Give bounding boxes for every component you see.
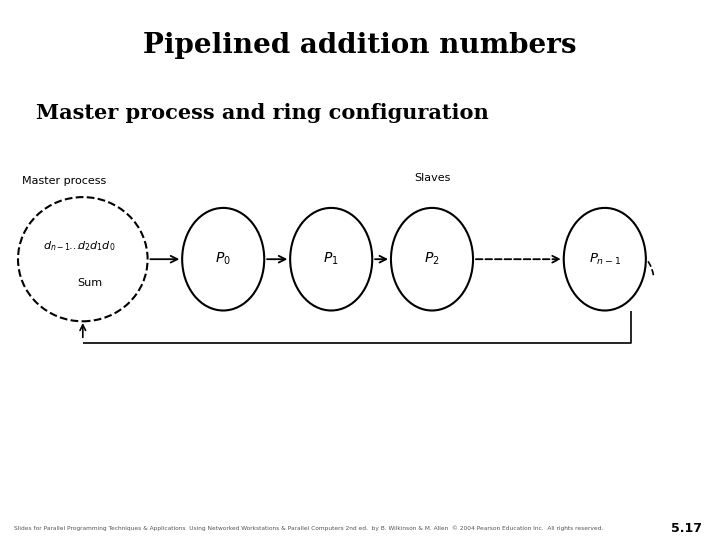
Ellipse shape [18,197,148,321]
Text: Sum: Sum [78,279,102,288]
Text: Master process and ring configuration: Master process and ring configuration [36,103,489,124]
Ellipse shape [564,208,646,310]
Ellipse shape [391,208,473,310]
Text: $d_{n-1}\!\ldots\! d_2d_1d_0$: $d_{n-1}\!\ldots\! d_2d_1d_0$ [43,239,115,253]
Text: $P_1$: $P_1$ [323,251,339,267]
Text: 5.17: 5.17 [671,522,702,535]
Text: $P_2$: $P_2$ [424,251,440,267]
Text: $P_0$: $P_0$ [215,251,231,267]
Text: Pipelined addition numbers: Pipelined addition numbers [143,32,577,59]
Text: Master process: Master process [22,176,106,186]
Text: Slaves: Slaves [414,173,450,183]
Ellipse shape [290,208,372,310]
Text: Slides for Parallel Programming Techniques & Applications  Using Networked Works: Slides for Parallel Programming Techniqu… [14,525,603,531]
Text: $P_{n-1}$: $P_{n-1}$ [589,252,621,267]
Ellipse shape [182,208,264,310]
